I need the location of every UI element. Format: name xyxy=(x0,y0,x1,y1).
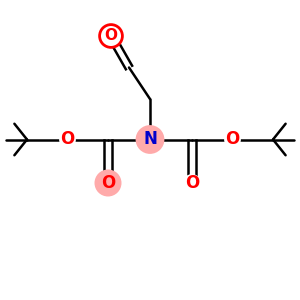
Circle shape xyxy=(94,169,122,196)
Circle shape xyxy=(136,125,164,154)
Circle shape xyxy=(183,174,201,192)
Text: O: O xyxy=(60,130,75,148)
Text: O: O xyxy=(225,130,240,148)
Text: O: O xyxy=(101,174,115,192)
Text: O: O xyxy=(104,28,118,44)
Text: N: N xyxy=(143,130,157,148)
Text: O: O xyxy=(185,174,199,192)
Circle shape xyxy=(100,25,122,47)
Circle shape xyxy=(59,131,76,148)
Circle shape xyxy=(224,131,241,148)
